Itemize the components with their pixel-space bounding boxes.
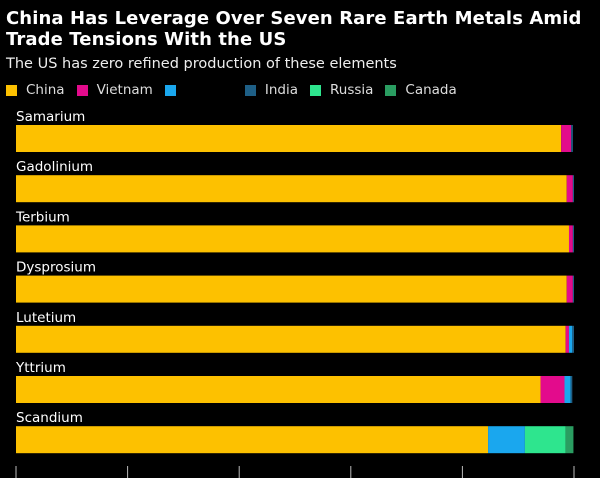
legend-label: Vietnam [96, 82, 153, 98]
bar-yttrium-vietnam [540, 376, 565, 403]
bar-samarium-china [16, 125, 562, 152]
bar-dysprosium-vietnam [566, 275, 573, 303]
bar-terbium-india [572, 225, 574, 253]
legend-swatch [164, 84, 176, 96]
legend-label: Canada [405, 82, 457, 98]
bar-gadolinium-vietnam [566, 175, 573, 203]
bar-lutetium-india [572, 325, 574, 353]
bar-dysprosium-china [16, 275, 567, 303]
bar-yttrium-india [570, 376, 573, 403]
category-label: Lutetium [16, 310, 76, 326]
category-label: Samarium [16, 109, 85, 125]
legend-item-india: India [244, 82, 298, 98]
legend-item-china: China [6, 82, 65, 98]
legend-swatch [385, 84, 397, 96]
legend-label: Russia [329, 82, 374, 98]
category-label: Gadolinium [16, 159, 93, 175]
bar-gadolinium-india [572, 175, 574, 203]
legend-swatch [244, 84, 256, 96]
bar-scandium-unlabeled [488, 426, 525, 454]
bar-yttrium-china [16, 376, 541, 403]
bar-gadolinium-china [16, 175, 567, 203]
legend-item-unlabeled [164, 84, 233, 96]
category-label: Terbium [15, 209, 70, 225]
legend-item-vietnam: Vietnam [76, 82, 153, 98]
bar-lutetium-unlabeled [568, 325, 573, 353]
category-label: Dysprosium [16, 260, 96, 276]
bar-samarium-india [571, 125, 573, 152]
bar-scandium-russia [524, 426, 566, 454]
legend-swatch [6, 84, 17, 96]
legend-item-russia: Russia [309, 82, 374, 98]
legend-item-canada: Canada [385, 82, 457, 98]
legend-label: China [26, 82, 65, 98]
bar-lutetium-vietnam [565, 325, 569, 353]
category-label: Scandium [16, 410, 83, 426]
bar-samarium-vietnam [561, 125, 572, 152]
bar-terbium-china [16, 225, 569, 253]
legend-swatch [76, 84, 88, 96]
bar-lutetium-china [16, 325, 566, 353]
bar-scandium-china [16, 426, 489, 454]
bar-scandium-canada [565, 426, 574, 454]
category-label: Yttrium [15, 360, 66, 376]
chart-subtitle: The US has zero refined production of th… [6, 56, 397, 72]
bar-dysprosium-india [572, 275, 574, 303]
legend-label: India [264, 82, 298, 98]
chart-title: China Has Leverage Over Seven Rare Earth… [6, 8, 582, 50]
legend: China Vietnam India Russia Canada [6, 81, 469, 99]
legend-swatch [309, 84, 321, 96]
bar-terbium-vietnam [568, 225, 573, 253]
bar-yttrium-unlabeled [564, 376, 571, 403]
